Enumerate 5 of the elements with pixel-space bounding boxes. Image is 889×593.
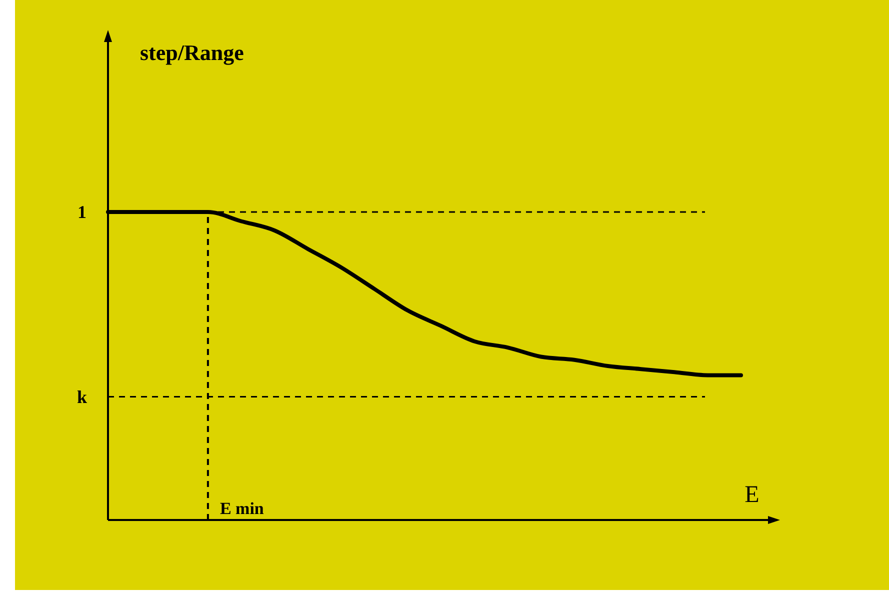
x-axis-title: E [744,482,760,508]
annotation: E min [220,499,264,518]
ref-line-label: 1 [78,202,86,222]
ref-line-label: k [76,386,88,407]
text: step/Range [140,40,244,65]
